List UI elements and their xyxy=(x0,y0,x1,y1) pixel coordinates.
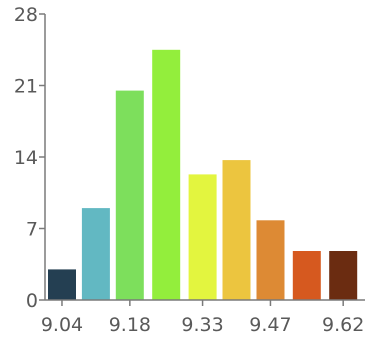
histogram-bar-8 xyxy=(292,251,321,300)
x-tick-label: 9.47 xyxy=(249,314,291,336)
y-tick-label: 28 xyxy=(14,4,38,26)
histogram-bar-9 xyxy=(329,251,358,300)
bars-group xyxy=(48,49,358,301)
y-tick-label: 21 xyxy=(14,76,38,98)
x-tick-label: 9.62 xyxy=(322,314,364,336)
histogram-bar-2 xyxy=(81,208,110,300)
y-tick-label: 0 xyxy=(26,290,38,312)
histogram-bar-5 xyxy=(188,174,217,300)
y-tick-label: 7 xyxy=(26,219,38,241)
histogram-bar-4 xyxy=(152,49,181,301)
x-ticks-group: 9.04 9.18 9.33 9.47 9.62 xyxy=(41,300,364,336)
y-tick-label: 14 xyxy=(14,147,38,169)
x-tick-label: 9.04 xyxy=(41,314,83,336)
y-ticks-group: 0 7 14 21 28 xyxy=(14,4,45,312)
histogram-bar-7 xyxy=(256,220,285,300)
histogram-bar-6 xyxy=(222,160,251,300)
histogram-bar-3 xyxy=(115,90,144,300)
x-tick-label: 9.18 xyxy=(109,314,151,336)
histogram-bar-1 xyxy=(48,269,76,300)
x-tick-label: 9.33 xyxy=(181,314,223,336)
